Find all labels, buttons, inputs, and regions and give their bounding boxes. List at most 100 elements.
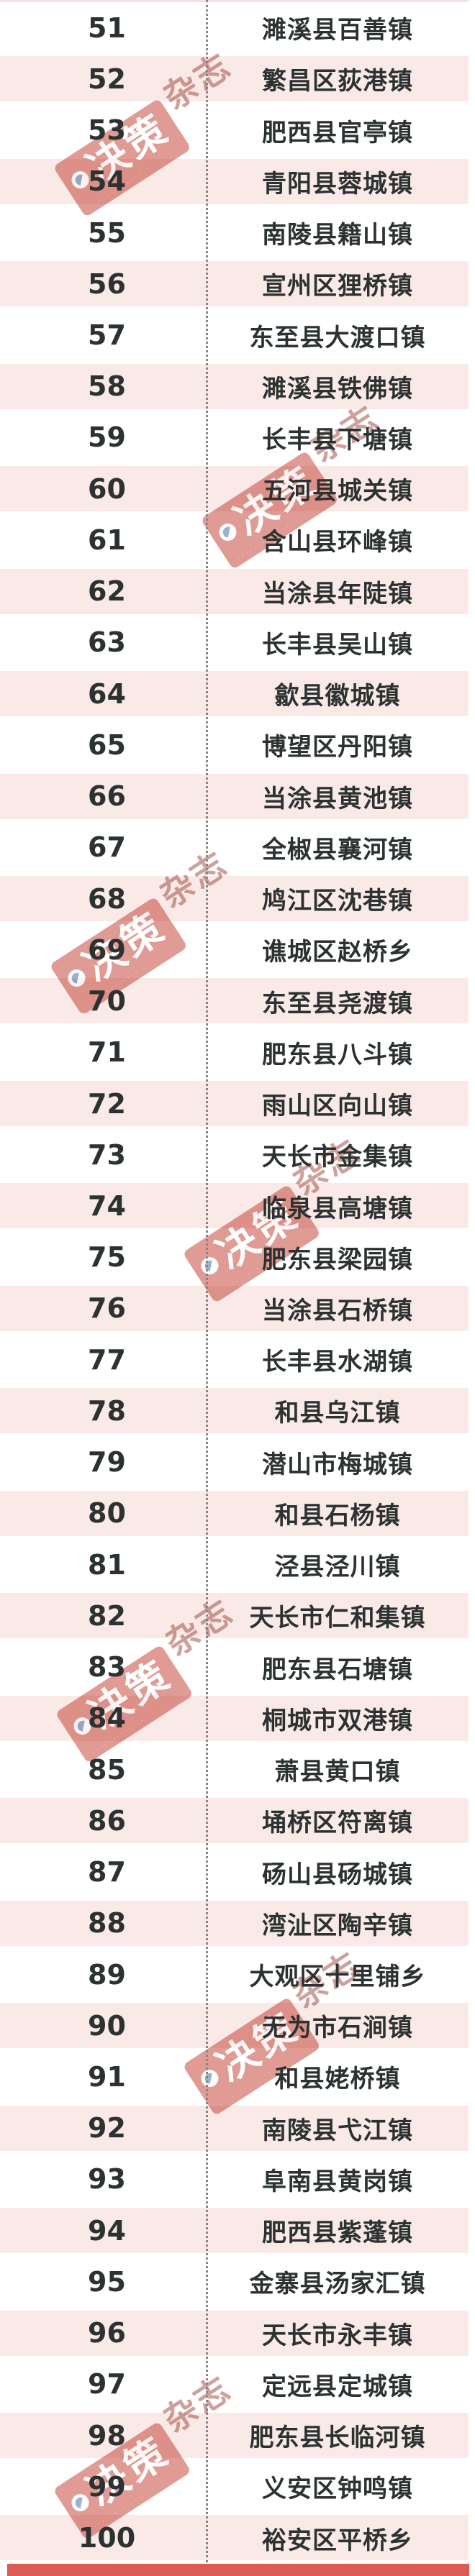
town-name: 天长市仁和集镇 bbox=[249, 1604, 426, 1632]
town-name: 宣州区狸桥镇 bbox=[262, 273, 413, 301]
footer-red-bar bbox=[7, 2564, 469, 2576]
rank-cell: 66 bbox=[88, 780, 126, 813]
table-row: 86 埇桥区符离镇 bbox=[0, 1795, 469, 1847]
rank-cell: 79 bbox=[88, 1446, 126, 1479]
rank-cell: 60 bbox=[88, 472, 126, 505]
rank-cell: 61 bbox=[88, 524, 126, 556]
rank-cell: 97 bbox=[88, 2368, 126, 2401]
town-name: 萧县黄口镇 bbox=[274, 1758, 401, 1786]
table-row: 53 肥西县官亭镇 bbox=[0, 104, 469, 155]
rank-cell: 85 bbox=[88, 1753, 126, 1786]
town-name: 砀山县砀城镇 bbox=[262, 1860, 413, 1888]
table-row: 61 含山县环峰镇 bbox=[0, 514, 469, 565]
town-name: 义安区钟鸣镇 bbox=[262, 2475, 413, 2503]
table-row: 89 大观区十里铺乡 bbox=[0, 1949, 469, 2000]
rank-cell: 54 bbox=[88, 165, 126, 198]
rank-cell: 93 bbox=[88, 2163, 126, 2196]
rank-cell: 99 bbox=[88, 2470, 126, 2503]
table-row: 80 和县石杨镇 bbox=[0, 1487, 469, 1540]
town-name: 濉溪县铁佛镇 bbox=[262, 375, 413, 403]
table-row: 63 长丰县吴山镇 bbox=[0, 617, 469, 668]
rank-cell: 76 bbox=[88, 1292, 126, 1325]
table-row: 94 肥西县紫蓬镇 bbox=[0, 2205, 469, 2257]
rank-cell: 55 bbox=[88, 216, 126, 249]
table-row: 57 东至县大渡口镇 bbox=[0, 309, 469, 360]
rank-cell: 53 bbox=[88, 114, 126, 147]
rank-cell: 73 bbox=[88, 1138, 126, 1171]
town-name: 和县姥桥镇 bbox=[274, 2065, 401, 2093]
town-name: 泾县泾川镇 bbox=[274, 1553, 401, 1581]
town-name: 长丰县下塘镇 bbox=[262, 426, 413, 454]
table-row: 77 长丰县水湖镇 bbox=[0, 1334, 469, 1385]
rank-cell: 65 bbox=[88, 729, 126, 761]
table-row: 58 濉溪县铁佛镇 bbox=[0, 360, 469, 412]
rank-cell: 91 bbox=[88, 2060, 126, 2093]
town-name: 谯城区赵桥乡 bbox=[262, 938, 413, 967]
town-name: 大观区十里铺乡 bbox=[249, 1963, 426, 1991]
table-row: 51 濉溪县百善镇 bbox=[0, 2, 469, 53]
rank-cell: 62 bbox=[88, 575, 126, 608]
table-row: 98 肥东县长临河镇 bbox=[0, 2410, 469, 2462]
rank-cell: 94 bbox=[88, 2214, 126, 2247]
town-name: 和县乌江镇 bbox=[274, 1399, 401, 1428]
rank-cell: 59 bbox=[88, 421, 126, 454]
table-row: 79 潜山市梅城镇 bbox=[0, 1437, 469, 1488]
town-name: 东至县大渡口镇 bbox=[249, 324, 426, 352]
top-edge-strip bbox=[0, 0, 469, 2]
table-row: 65 博望区丹阳镇 bbox=[0, 719, 469, 770]
table-row: 75 肥东县梁园镇 bbox=[0, 1232, 469, 1283]
rank-cell: 70 bbox=[88, 985, 126, 1018]
town-name: 青阳县蓉城镇 bbox=[262, 170, 413, 198]
table-row: 54 青阳县蓉城镇 bbox=[0, 155, 469, 207]
rank-cell: 74 bbox=[88, 1190, 126, 1222]
table-row: 60 五河县城关镇 bbox=[0, 463, 469, 515]
table-row: 97 定远县定城镇 bbox=[0, 2359, 469, 2410]
rank-cell: 82 bbox=[88, 1599, 126, 1632]
table-row: 68 鸠江区沈巷镇 bbox=[0, 872, 469, 925]
table-row: 78 和县乌江镇 bbox=[0, 1385, 469, 1437]
rank-cell: 80 bbox=[88, 1497, 126, 1530]
table-row: 64 歙县徽城镇 bbox=[0, 668, 469, 720]
town-name: 定远县定城镇 bbox=[262, 2372, 413, 2401]
rank-cell: 83 bbox=[88, 1651, 126, 1684]
town-name: 肥东县石塘镇 bbox=[262, 1655, 413, 1684]
rank-cell: 100 bbox=[78, 2522, 136, 2554]
town-name: 雨山区向山镇 bbox=[262, 1092, 413, 1120]
rank-cell: 51 bbox=[88, 12, 126, 44]
town-name: 博望区丹阳镇 bbox=[262, 734, 413, 762]
table-row: 88 湾沚区陶辛镇 bbox=[0, 1897, 469, 1949]
town-name: 天长市金集镇 bbox=[262, 1143, 413, 1171]
rank-cell: 90 bbox=[88, 2009, 126, 2042]
town-name: 裕安区平桥乡 bbox=[262, 2526, 413, 2554]
town-name: 无为市石涧镇 bbox=[262, 2014, 413, 2042]
table-row: 99 义安区钟鸣镇 bbox=[0, 2461, 469, 2512]
table-row: 81 泾县泾川镇 bbox=[0, 1539, 469, 1590]
table-row: 83 肥东县石塘镇 bbox=[0, 1642, 469, 1693]
rank-cell: 81 bbox=[88, 1548, 126, 1581]
rank-cell: 87 bbox=[88, 1856, 126, 1888]
table-row: 76 当涂县石桥镇 bbox=[0, 1282, 469, 1335]
town-name: 肥东县八斗镇 bbox=[262, 1041, 413, 1069]
table-row: 85 萧县黄口镇 bbox=[0, 1744, 469, 1795]
town-name: 肥西县紫蓬镇 bbox=[262, 2219, 413, 2247]
rank-cell: 96 bbox=[88, 2317, 126, 2349]
town-name: 天长市永丰镇 bbox=[262, 2321, 413, 2349]
rank-cell: 64 bbox=[88, 677, 126, 710]
town-name: 当涂县石桥镇 bbox=[262, 1297, 413, 1325]
town-name: 和县石杨镇 bbox=[274, 1502, 401, 1530]
table-row: 90 无为市石涧镇 bbox=[0, 2000, 469, 2052]
town-name: 肥东县长临河镇 bbox=[249, 2424, 426, 2452]
rank-cell: 63 bbox=[88, 626, 126, 659]
rank-cell: 95 bbox=[88, 2265, 126, 2298]
town-name: 南陵县弋江镇 bbox=[262, 2116, 413, 2145]
rank-cell: 92 bbox=[88, 2112, 126, 2145]
table-row: 62 当涂县年陡镇 bbox=[0, 565, 469, 617]
rank-cell: 68 bbox=[88, 882, 126, 915]
table-row: 52 繁昌区荻港镇 bbox=[0, 53, 469, 105]
town-name: 当涂县年陡镇 bbox=[262, 580, 413, 608]
town-name: 桐城市双港镇 bbox=[262, 1707, 413, 1735]
town-name: 长丰县吴山镇 bbox=[262, 631, 413, 659]
table-row: 82 天长市仁和集镇 bbox=[0, 1590, 469, 1642]
rank-cell: 84 bbox=[88, 1702, 126, 1735]
